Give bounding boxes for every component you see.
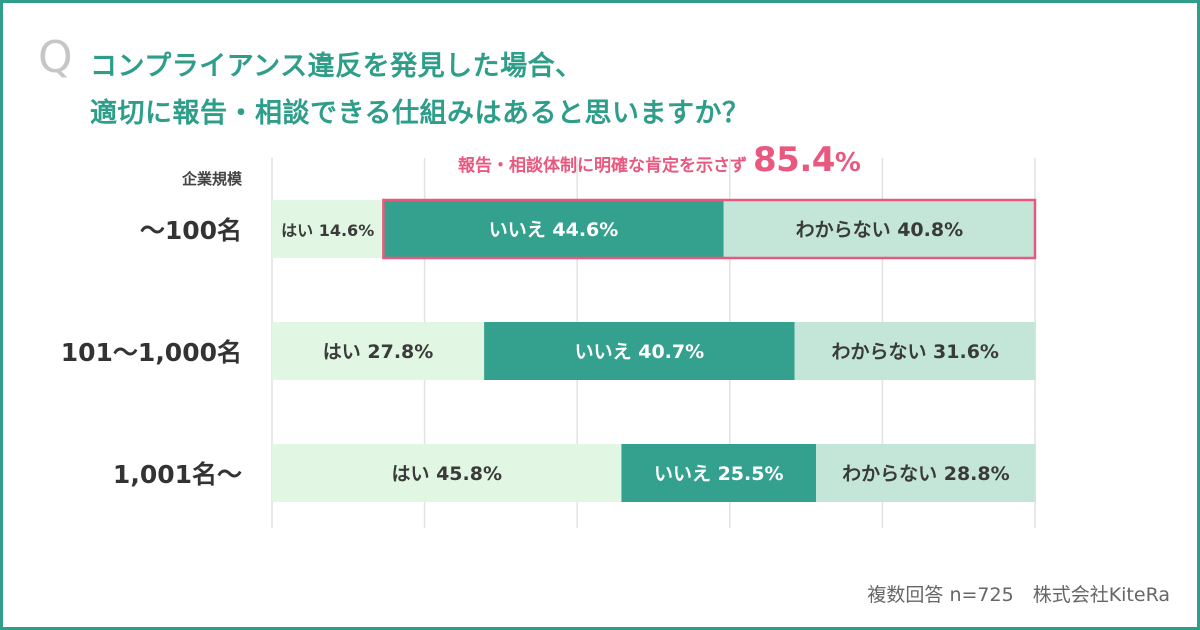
callout-text: 報告・相談体制に明確な肯定を示さず [458, 156, 747, 176]
bar-segment [816, 444, 1036, 502]
chart-title-line-2: 適切に報告・相談できる仕組みはあると思いますか？ [90, 98, 750, 129]
data-label: わからない 31.6% [831, 341, 999, 363]
data-label: わからない 28.8% [842, 463, 1010, 485]
data-label: はい 27.8% [323, 341, 434, 363]
bar-segment [621, 444, 817, 502]
data-label: いいえ 25.5% [654, 463, 784, 485]
bar-segment [484, 322, 795, 380]
category-label: ～100名 [140, 216, 242, 245]
bar-segment [383, 200, 724, 258]
callout-value: 85.4 [753, 140, 835, 180]
chart-title-line-1: コンプライアンス違反を発見した場合、 [90, 51, 583, 82]
data-label: いいえ 40.7% [575, 341, 705, 363]
bar-segment [723, 200, 1035, 258]
question-mark-icon: Q [38, 32, 73, 83]
bar-segment [272, 200, 384, 258]
bar-segment [794, 322, 1036, 380]
category-label: 101～1,000名 [61, 338, 242, 367]
highlight-callout: 報告・相談体制に明確な肯定を示さず 85.4% [458, 140, 861, 180]
callout-unit: % [834, 148, 861, 178]
data-label: はい 14.6% [281, 221, 374, 240]
bar-segment [272, 444, 622, 502]
bar-segment [272, 322, 485, 380]
category-label: 1,001名～ [113, 460, 242, 489]
data-label: はい 45.8% [391, 463, 502, 485]
highlight-box [382, 198, 1037, 260]
category-axis-header: 企業規模 [181, 170, 242, 188]
data-label: わからない 40.8% [796, 219, 964, 241]
source-note: 複数回答 n=725 株式会社KiteRa [867, 584, 1170, 606]
data-label: いいえ 44.6% [489, 219, 619, 241]
